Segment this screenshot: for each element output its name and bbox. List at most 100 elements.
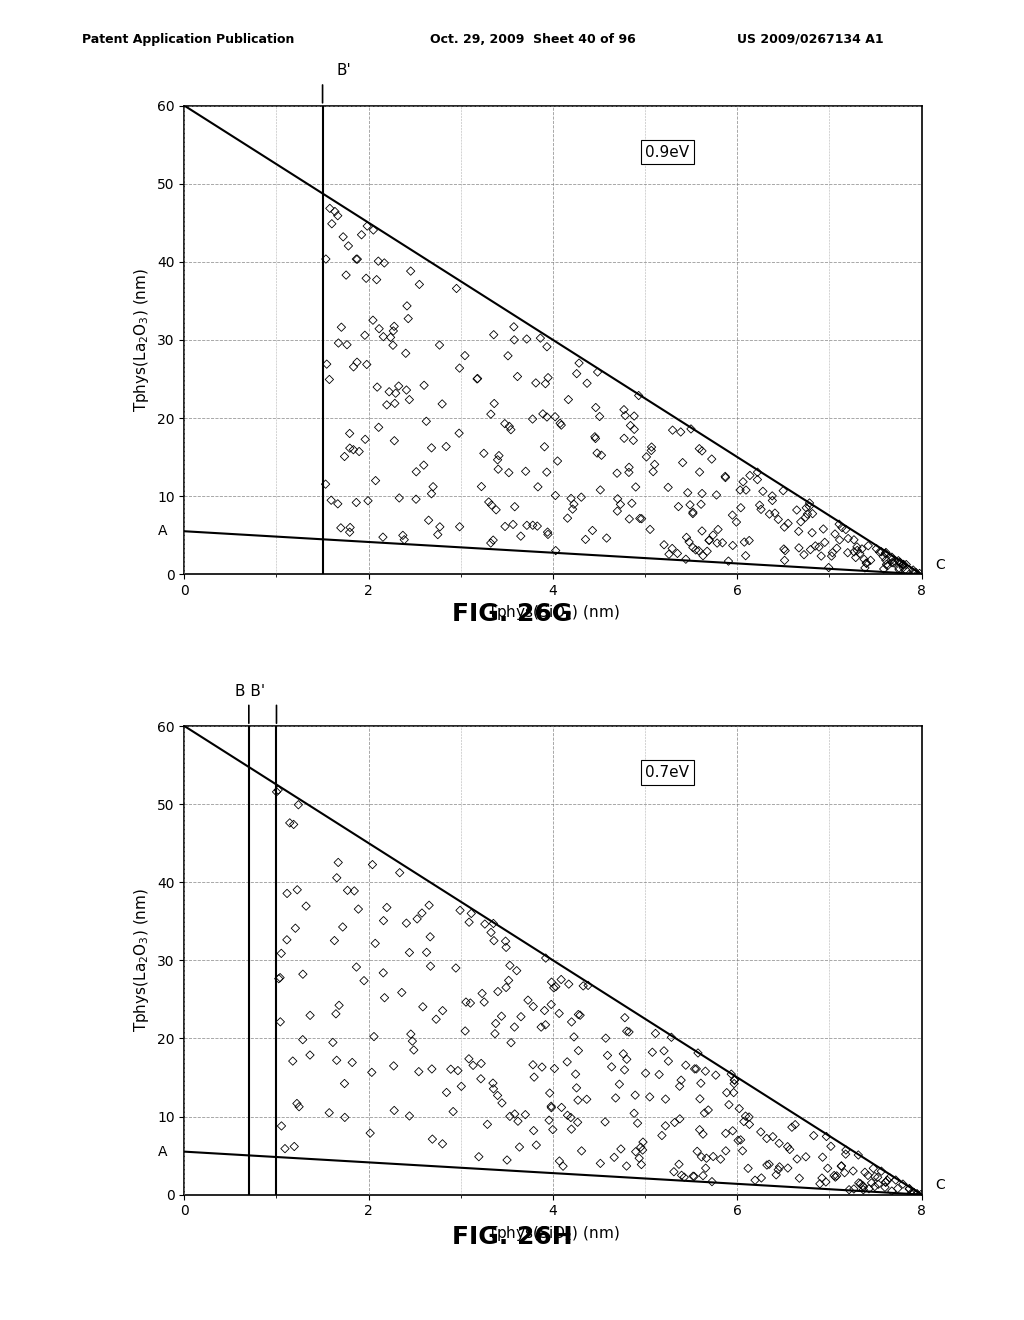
- Point: [565, 494, 582, 515]
- Point: [317, 474, 334, 495]
- Point: [770, 1159, 786, 1180]
- Point: [356, 325, 373, 346]
- Point: [542, 1082, 558, 1104]
- Point: [631, 385, 647, 407]
- Point: [391, 487, 408, 508]
- Point: [525, 1121, 542, 1142]
- Point: [788, 499, 805, 520]
- Point: [855, 1179, 871, 1200]
- Point: [364, 1061, 380, 1082]
- Point: [866, 1176, 883, 1197]
- Point: [873, 1160, 890, 1181]
- Point: [698, 1147, 715, 1168]
- Point: [489, 1085, 506, 1106]
- Text: A: A: [159, 1144, 168, 1159]
- Point: [572, 1005, 589, 1026]
- Point: [862, 549, 879, 570]
- Point: [424, 1059, 440, 1080]
- Point: [695, 1166, 712, 1187]
- Point: [796, 544, 812, 565]
- Point: [540, 524, 556, 545]
- Point: [273, 942, 290, 964]
- Point: [485, 931, 502, 952]
- Point: [532, 327, 549, 348]
- Point: [812, 1173, 828, 1195]
- Point: [434, 393, 451, 414]
- Text: A: A: [159, 524, 168, 539]
- Point: [717, 466, 733, 487]
- Point: [302, 1005, 318, 1026]
- Point: [506, 329, 522, 350]
- Point: [858, 553, 874, 574]
- Point: [461, 912, 477, 933]
- Point: [686, 1166, 702, 1187]
- Point: [489, 981, 506, 1002]
- Point: [434, 1001, 451, 1022]
- Point: [379, 896, 395, 917]
- Point: [828, 537, 845, 558]
- Point: [295, 1030, 311, 1051]
- Point: [338, 264, 354, 285]
- Point: [726, 1073, 742, 1094]
- Point: [768, 1164, 784, 1185]
- Point: [485, 325, 502, 346]
- Point: [635, 1131, 651, 1152]
- Point: [539, 462, 555, 483]
- Point: [419, 941, 435, 962]
- Point: [685, 537, 701, 558]
- Point: [580, 975, 596, 997]
- Point: [587, 426, 603, 447]
- Point: [632, 508, 648, 529]
- Point: [506, 317, 522, 338]
- Point: [713, 1148, 729, 1170]
- Point: [534, 1056, 550, 1077]
- Point: [298, 895, 314, 916]
- Point: [908, 1184, 925, 1205]
- Point: [644, 1041, 660, 1063]
- Point: [570, 1040, 587, 1061]
- Point: [429, 524, 445, 545]
- Point: [657, 1089, 674, 1110]
- Point: [369, 269, 385, 290]
- Point: [895, 557, 911, 578]
- Point: [694, 441, 711, 462]
- Point: [909, 1183, 926, 1204]
- Point: [678, 549, 694, 570]
- Point: [375, 326, 391, 347]
- Point: [869, 1167, 886, 1188]
- Point: [767, 503, 783, 524]
- Point: [801, 496, 817, 517]
- Point: [368, 470, 384, 491]
- Point: [905, 560, 922, 581]
- Point: [330, 851, 346, 873]
- Point: [391, 862, 408, 883]
- Point: [732, 1130, 749, 1151]
- Point: [671, 496, 687, 517]
- Point: [381, 381, 397, 403]
- Point: [893, 553, 909, 574]
- Point: [570, 352, 587, 374]
- Point: [788, 1148, 805, 1170]
- Point: [551, 1151, 567, 1172]
- X-axis label: Tphys(SiO$_2$) (nm): Tphys(SiO$_2$) (nm): [486, 1224, 620, 1243]
- Point: [524, 515, 541, 536]
- Point: [479, 1114, 496, 1135]
- Point: [834, 1156, 850, 1177]
- Point: [759, 1127, 775, 1148]
- Point: [416, 375, 432, 396]
- Point: [387, 383, 403, 404]
- Point: [483, 921, 500, 942]
- Point: [457, 345, 473, 366]
- Point: [339, 880, 355, 902]
- Point: [793, 511, 809, 532]
- Point: [524, 408, 541, 429]
- Point: [802, 539, 818, 560]
- Point: [693, 494, 710, 515]
- Point: [735, 1111, 752, 1133]
- Point: [279, 929, 295, 950]
- Point: [912, 1184, 929, 1205]
- Point: [878, 549, 894, 570]
- Point: [547, 484, 563, 506]
- Point: [524, 1055, 541, 1076]
- Point: [703, 1171, 720, 1192]
